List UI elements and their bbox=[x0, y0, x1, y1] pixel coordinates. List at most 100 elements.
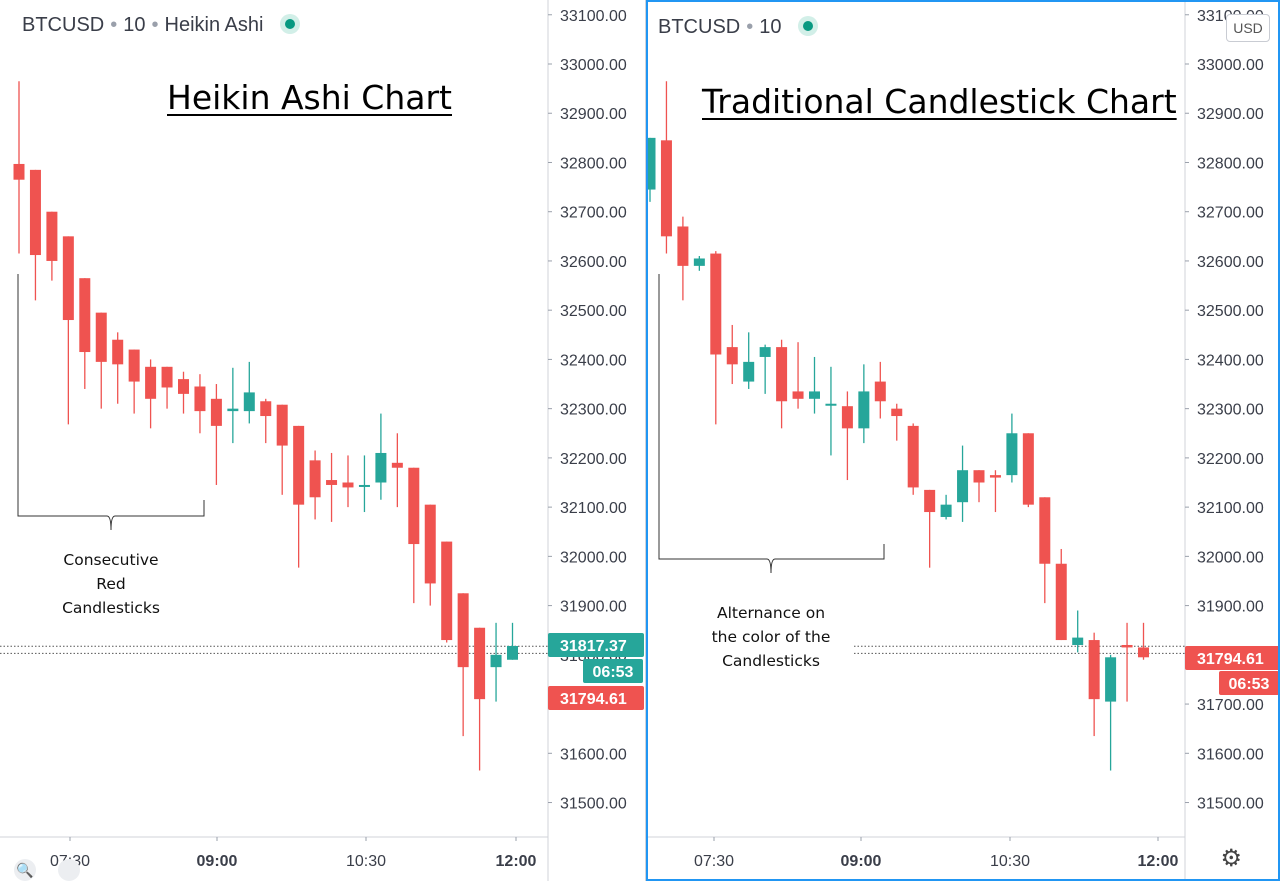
left-chart-panel[interactable]: 31500.0031600.0031700.0031800.0031900.00… bbox=[0, 0, 646, 881]
gear-icon[interactable]: ⚙ bbox=[1220, 845, 1242, 872]
y-tick-label: 32400.00 bbox=[560, 352, 627, 369]
candle-body bbox=[809, 391, 820, 399]
right-chart-panel[interactable]: 31500.0031600.0031700.0031800.0031900.00… bbox=[646, 0, 1280, 881]
candle-body bbox=[210, 398, 222, 426]
candle-body bbox=[375, 452, 387, 483]
y-tick-label: 32400.00 bbox=[1197, 352, 1264, 369]
chart-annotation-title: Heikin Ashi Chart bbox=[167, 78, 452, 117]
interval-label[interactable]: 10 bbox=[123, 14, 146, 36]
candle-body bbox=[957, 470, 969, 503]
x-tick-label: 09:00 bbox=[841, 853, 882, 870]
market-open-indicator-icon bbox=[285, 18, 296, 29]
interval-label[interactable]: 10 bbox=[759, 16, 782, 38]
candle-body bbox=[648, 137, 656, 190]
y-tick-label: 31700.00 bbox=[1197, 697, 1264, 714]
candle-body bbox=[391, 462, 403, 468]
y-tick-label: 32900.00 bbox=[1197, 106, 1264, 123]
candle-body bbox=[29, 169, 41, 256]
price-label: 31817.37 bbox=[560, 638, 627, 655]
annotation-bracket bbox=[17, 274, 205, 531]
candle-body bbox=[457, 593, 469, 668]
candle-body bbox=[490, 654, 502, 668]
reset-zoom-icon[interactable] bbox=[58, 859, 80, 881]
y-tick-label: 32700.00 bbox=[560, 205, 627, 222]
candle-body bbox=[759, 347, 771, 357]
price-label: 31794.61 bbox=[560, 691, 627, 708]
candle-body bbox=[424, 504, 436, 584]
y-tick-label: 32700.00 bbox=[1197, 205, 1264, 222]
y-tick-label: 32800.00 bbox=[1197, 155, 1264, 172]
y-tick-label: 31500.00 bbox=[560, 796, 627, 813]
candle-body bbox=[13, 163, 25, 180]
candle-body bbox=[726, 347, 738, 365]
price-label-bg bbox=[548, 686, 644, 710]
candle-body bbox=[660, 140, 672, 237]
candle-body bbox=[924, 489, 936, 513]
y-tick-label: 32900.00 bbox=[560, 106, 627, 123]
y-tick-label: 32200.00 bbox=[1197, 451, 1264, 468]
y-tick-label: 32600.00 bbox=[560, 254, 627, 271]
candle-body bbox=[907, 425, 919, 488]
y-tick-label: 33000.00 bbox=[1197, 57, 1264, 74]
y-tick-label: 33100.00 bbox=[560, 8, 627, 25]
zoom-icon[interactable]: 🔍 bbox=[14, 859, 36, 881]
candle-body bbox=[825, 403, 837, 406]
candle-body bbox=[940, 504, 952, 517]
candle-body bbox=[178, 379, 189, 394]
candle-body bbox=[1072, 637, 1084, 645]
symbol-header[interactable]: BTCUSD • 10 • Heikin Ashi bbox=[22, 14, 296, 37]
countdown-label: 06:53 bbox=[1229, 676, 1270, 693]
candle-body bbox=[260, 401, 272, 417]
chart-style-label[interactable]: Heikin Ashi bbox=[164, 14, 264, 36]
candle-body bbox=[46, 211, 58, 261]
price-label: 31794.61 bbox=[1197, 651, 1264, 668]
candle-body bbox=[1105, 657, 1117, 702]
countdown-label-bg bbox=[1219, 671, 1278, 695]
x-tick-label: 09:00 bbox=[197, 853, 238, 870]
y-tick-label: 32300.00 bbox=[1197, 402, 1264, 419]
chart-annotation-title: Traditional Candlestick Chart bbox=[702, 82, 1177, 121]
annotation-bracket bbox=[658, 274, 885, 574]
candle-body bbox=[358, 484, 370, 487]
candle-body bbox=[891, 408, 903, 417]
traditional-candlestick-chart[interactable]: 31500.0031600.0031700.0031800.0031900.00… bbox=[648, 2, 1278, 879]
candle-body bbox=[342, 482, 354, 488]
candle-body bbox=[710, 253, 722, 355]
candle-body bbox=[1022, 433, 1034, 505]
y-tick-label: 32000.00 bbox=[560, 549, 627, 566]
candle-body bbox=[95, 312, 107, 362]
candle-body bbox=[1006, 433, 1018, 476]
x-tick-label: 12:00 bbox=[496, 853, 537, 870]
candle-body bbox=[1121, 644, 1133, 648]
x-tick-label: 10:30 bbox=[346, 853, 386, 870]
symbol-name[interactable]: BTCUSD bbox=[658, 16, 741, 38]
y-tick-label: 32100.00 bbox=[1197, 500, 1264, 517]
x-tick-label: 12:00 bbox=[1138, 853, 1179, 870]
countdown-label-bg bbox=[583, 659, 643, 683]
candle-body bbox=[309, 460, 321, 498]
y-tick-label: 32600.00 bbox=[1197, 254, 1264, 271]
candle-body bbox=[989, 475, 1001, 478]
candle-body bbox=[441, 541, 453, 641]
y-tick-label: 32500.00 bbox=[1197, 303, 1264, 320]
annotation-note: Consecutive Red Candlesticks bbox=[62, 551, 160, 617]
heikin-ashi-chart[interactable]: 31500.0031600.0031700.0031800.0031900.00… bbox=[0, 0, 646, 881]
currency-button[interactable]: USD bbox=[1226, 14, 1270, 42]
candle-body bbox=[507, 645, 518, 660]
y-tick-label: 31900.00 bbox=[560, 599, 627, 616]
market-open-indicator-icon bbox=[803, 20, 814, 31]
candle-body bbox=[276, 404, 288, 446]
candle-body bbox=[1055, 563, 1067, 641]
candle-body bbox=[474, 627, 486, 700]
x-tick-label: 07:30 bbox=[694, 853, 734, 870]
symbol-header[interactable]: BTCUSD • 10 bbox=[658, 16, 814, 39]
y-tick-label: 31600.00 bbox=[560, 746, 627, 763]
candle-body bbox=[776, 347, 788, 402]
candle-body bbox=[293, 425, 305, 505]
annotation-note: Alternance on the color of the Candlesti… bbox=[711, 604, 831, 670]
symbol-name[interactable]: BTCUSD bbox=[22, 14, 105, 36]
price-label-bg bbox=[548, 633, 644, 657]
y-tick-label: 32100.00 bbox=[560, 500, 627, 517]
candle-body bbox=[1088, 640, 1100, 700]
y-tick-label: 32800.00 bbox=[560, 155, 627, 172]
